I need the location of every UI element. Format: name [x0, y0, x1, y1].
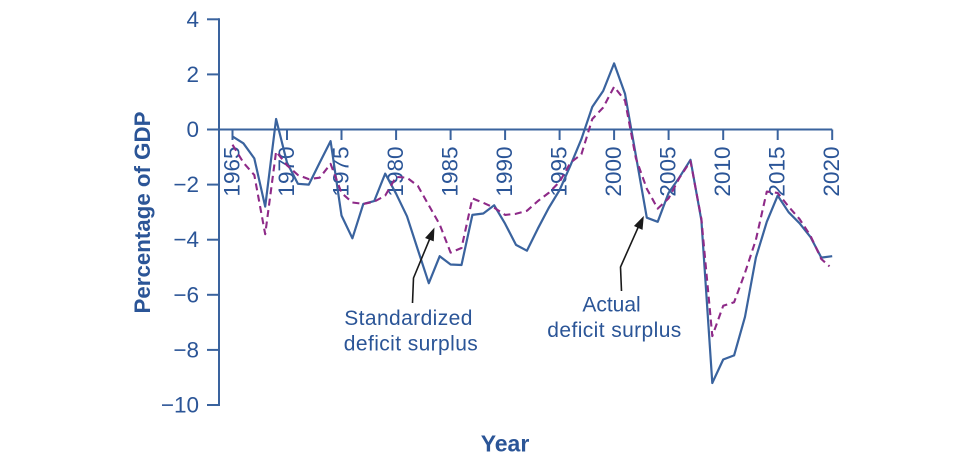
svg-text:Percentage of GDP: Percentage of GDP — [130, 111, 155, 313]
svg-text:1985: 1985 — [437, 147, 462, 197]
svg-text:2005: 2005 — [655, 147, 680, 197]
svg-text:Standardized: Standardized — [344, 307, 473, 330]
svg-text:−2: −2 — [173, 172, 199, 197]
svg-text:1990: 1990 — [492, 147, 517, 197]
svg-text:2015: 2015 — [765, 147, 790, 197]
svg-text:2000: 2000 — [601, 147, 626, 197]
svg-text:deficit surplus: deficit surplus — [344, 333, 478, 356]
svg-text:Year: Year — [481, 431, 530, 457]
svg-text:−10: −10 — [161, 393, 199, 418]
svg-text:4: 4 — [186, 7, 199, 32]
svg-text:−6: −6 — [173, 282, 199, 307]
svg-text:deficit surplus: deficit surplus — [547, 319, 681, 342]
svg-text:−8: −8 — [173, 337, 199, 362]
svg-text:1980: 1980 — [383, 147, 408, 197]
svg-text:2010: 2010 — [710, 147, 735, 197]
svg-text:0: 0 — [186, 117, 199, 142]
svg-text:1965: 1965 — [219, 147, 244, 197]
svg-text:2: 2 — [186, 62, 199, 87]
svg-text:2020: 2020 — [819, 147, 844, 197]
svg-text:−4: −4 — [173, 227, 199, 252]
svg-text:Actual: Actual — [582, 294, 640, 317]
